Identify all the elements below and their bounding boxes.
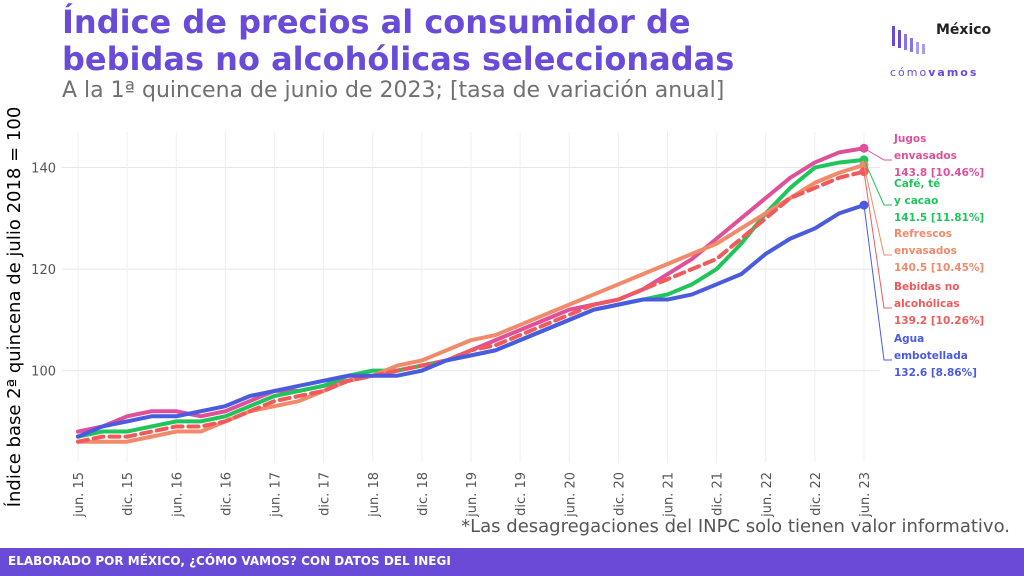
y-tick-label: 100: [31, 365, 56, 380]
x-tick-label: dic. 18: [416, 472, 431, 516]
x-tick-label: jun. 21: [662, 472, 677, 518]
x-tick-label: jun. 17: [269, 472, 284, 518]
series-value-label: 143.8 [10.46%]: [894, 167, 984, 179]
x-tick-label: dic. 19: [514, 472, 529, 516]
logo-word-como: cómo: [890, 66, 929, 79]
mexico-como-vamos-logo: México cómovamos: [890, 22, 1010, 82]
footer-credit: ELABORADO POR MÉXICO, ¿CÓMO VAMOS? CON D…: [8, 554, 451, 568]
series-name-label: envasados: [894, 245, 957, 257]
x-tick-label: jun. 23: [858, 472, 873, 518]
series-value-label: 132.6 [8.86%]: [894, 367, 977, 379]
logo-word-vamos: vamos: [928, 66, 979, 79]
series-lines: [76, 143, 869, 444]
y-axis-label: Índice base 2ª quincena de julio 2018 = …: [3, 107, 25, 508]
series-name-label: envasados: [894, 150, 957, 162]
label-leader-line: [863, 171, 892, 309]
label-leader-line: [863, 164, 892, 256]
series-name-label: alcohólicas: [894, 298, 960, 310]
logo-word-mexico: México: [936, 22, 992, 38]
y-tick-label: 140: [31, 162, 56, 177]
label-leader-line: [863, 147, 892, 161]
x-tick-label: jun. 18: [367, 472, 382, 518]
chart-subtitle: A la 1ª quincena de junio de 2023; [tasa…: [62, 78, 725, 103]
logo-bars-icon: [892, 26, 925, 54]
x-tick-label: dic. 20: [612, 472, 627, 516]
informative-note: *Las desagregaciones del INPC solo tiene…: [461, 516, 1010, 537]
y-tick-label: 120: [31, 263, 56, 278]
chart-title: Índice de precios al consumidor de bebid…: [62, 3, 735, 78]
x-tick-label: jun. 15: [72, 472, 87, 518]
series-name-label: Refrescos: [894, 228, 952, 240]
series-value-label: 141.5 [11.81%]: [894, 212, 984, 224]
series-name-label: y cacao: [894, 195, 938, 207]
x-tick-label: dic. 15: [121, 472, 136, 516]
series-name-label: Jugos: [893, 133, 926, 145]
x-axis-ticks: jun. 15 dic. 15 jun. 16 dic. 16 jun. 17 dic. …: [72, 472, 873, 518]
series-value-label: 140.5 [10.45%]: [894, 262, 984, 274]
series-value-label: 139.2 [10.26%]: [894, 315, 984, 327]
series-name-label: Café, té: [894, 178, 940, 190]
x-tick-label: jun. 19: [465, 472, 480, 518]
x-tick-label: jun. 16: [170, 472, 185, 518]
footer-bar: ELABORADO POR MÉXICO, ¿CÓMO VAMOS? CON D…: [0, 548, 1024, 576]
x-tick-label: dic. 16: [219, 472, 234, 516]
series-line: [76, 203, 866, 439]
x-tick-label: jun. 20: [563, 472, 578, 518]
series-name-label: embotellada: [894, 350, 968, 362]
logo-word-como-vamos: cómovamos: [890, 66, 978, 79]
series-line: [76, 163, 866, 444]
x-tick-label: dic. 17: [318, 472, 333, 516]
label-leader-line: [863, 159, 892, 206]
x-tick-label: dic. 22: [809, 472, 824, 516]
series-line: [76, 169, 866, 444]
series-end-labels: Jugos envasados 143.8 [10.46%]Café, té y ca…: [863, 133, 984, 379]
x-tick-label: dic. 21: [711, 472, 726, 516]
series-name-label: Agua: [894, 333, 924, 345]
y-axis-ticks: 100 120 140: [31, 162, 56, 380]
label-leader-line: [863, 205, 892, 361]
x-tick-label: jun. 22: [760, 472, 775, 518]
series-name-label: Bebidas no: [894, 281, 959, 293]
